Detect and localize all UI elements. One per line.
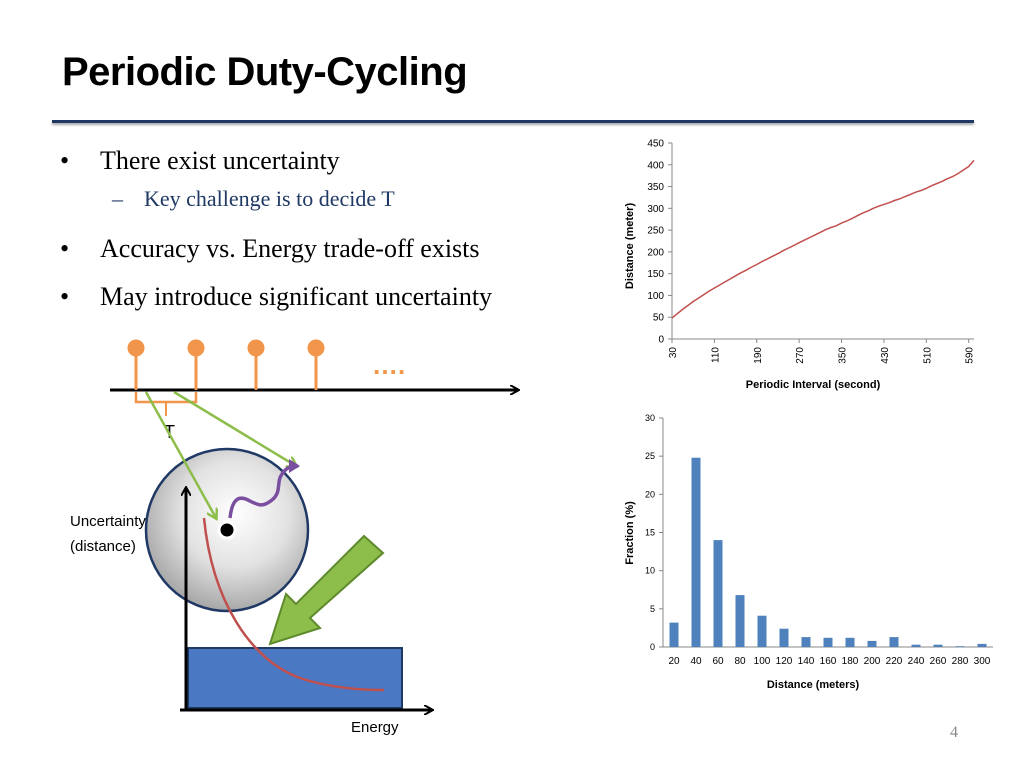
title-divider — [52, 120, 974, 123]
y-axis-label: Uncertainty — [70, 513, 146, 530]
y-axis-label-line2: (distance) — [70, 538, 136, 555]
page-number: 4 — [950, 724, 958, 741]
location-dot — [217, 520, 237, 540]
period-brace — [148, 401, 182, 416]
energy-box — [187, 647, 403, 709]
ellipsis-label: …. — [372, 350, 405, 380]
pulse-head — [307, 339, 325, 357]
green-arrow — [173, 390, 296, 466]
tradeoff-curve — [202, 517, 385, 692]
pulse-head — [247, 339, 265, 357]
x-axis-label: Energy — [351, 719, 399, 736]
big-green-arrow — [268, 534, 385, 646]
y-axis-label-2: (distance) — [70, 538, 136, 555]
bullet-dot: • — [60, 234, 70, 263]
sub-bullet-dash: – — [112, 186, 123, 211]
sample-pulses — [127, 339, 325, 390]
sub-bullet-text: Key challenge is to decide T — [144, 186, 395, 211]
pulse-head — [127, 339, 145, 357]
bullet-text: Accuracy vs. Energy trade-off exists — [100, 234, 480, 263]
bullet-text: May introduce significant uncertainty — [100, 282, 493, 311]
bullet-text: There exist uncertainty — [100, 146, 340, 175]
green-arrow — [144, 391, 216, 518]
y-axis-label-line1: Uncertainty — [70, 513, 146, 530]
bullet-dot: • — [60, 146, 70, 175]
random-walk-path — [228, 459, 300, 519]
bullet-dot: • — [60, 282, 70, 311]
slide-title: Periodic Duty-Cycling — [62, 50, 468, 94]
pulse-head — [187, 339, 205, 357]
